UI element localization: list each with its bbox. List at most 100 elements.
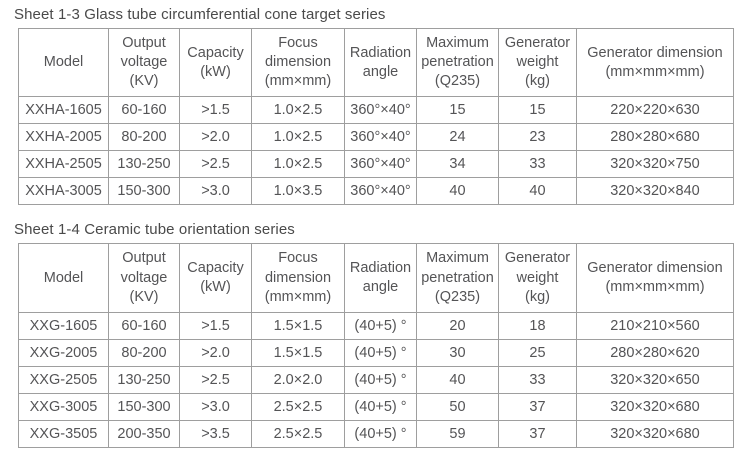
cell: 40 <box>416 177 499 206</box>
cell: 40 <box>416 365 499 394</box>
cell: 2.0×2.0 <box>251 365 345 394</box>
spec-sheet-page: Sheet 1-3 Glass tube circumferential con… <box>14 6 750 448</box>
column-header: Focus dimension (mm×mm) <box>251 27 345 98</box>
cell: 130-250 <box>108 365 180 394</box>
column-header: Capacity (kW) <box>179 243 252 313</box>
cell: 37 <box>498 392 577 421</box>
cell: >3.5 <box>179 419 252 448</box>
cell: XXHA-2505 <box>18 150 109 179</box>
cell: 150-300 <box>108 392 180 421</box>
cell: >2.5 <box>179 365 252 394</box>
cell: 210×210×560 <box>576 311 734 340</box>
column-header: Capacity (kW) <box>179 27 252 98</box>
cell: 60-160 <box>108 311 180 340</box>
table-row: XXHA-3005 150-300 >3.0 1.0×3.5 360°×40° 40 40 3… <box>18 177 734 206</box>
column-header: Model <box>18 243 109 313</box>
sheet-1-3-title: Sheet 1-3 Glass tube circumferential con… <box>14 6 386 23</box>
column-header: Focus dimension (mm×mm) <box>251 243 345 313</box>
column-header: Maximum penetration (Q235) <box>416 243 499 313</box>
cell: 2.5×2.5 <box>251 419 345 448</box>
table-row: XXG-2005 80-200 >2.0 1.5×1.5 (40+5) ° 30 25 280… <box>18 338 734 367</box>
cell: >3.0 <box>179 392 252 421</box>
cell: 220×220×630 <box>576 96 734 125</box>
table-row: XXG-1605 60-160 >1.5 1.5×1.5 (40+5) ° 20 18 210… <box>18 311 734 340</box>
cell: >2.0 <box>179 338 252 367</box>
sheet-1-4-section: Sheet 1-4 Ceramic tube orientation serie… <box>14 221 750 448</box>
cell: 59 <box>416 419 499 448</box>
cell: 24 <box>416 123 499 152</box>
table-row: XXG-3005 150-300 >3.0 2.5×2.5 (40+5) ° 50 37 32… <box>18 392 734 421</box>
cell: 25 <box>498 338 577 367</box>
cell: XXHA-2005 <box>18 123 109 152</box>
cell: 130-250 <box>108 150 180 179</box>
cell: 320×320×840 <box>576 177 734 206</box>
column-header: Output voltage (KV) <box>108 27 180 98</box>
column-header: Generator weight (kg) <box>498 27 577 98</box>
cell: 37 <box>498 419 577 448</box>
cell: 320×320×750 <box>576 150 734 179</box>
cell: XXHA-1605 <box>18 96 109 125</box>
cell: 280×280×680 <box>576 123 734 152</box>
cell: >2.5 <box>179 150 252 179</box>
cell: XXHA-3005 <box>18 177 109 206</box>
sheet-1-3-section: Sheet 1-3 Glass tube circumferential con… <box>14 6 750 206</box>
glass-tube-spec-table: Model Output voltage (KV) Capacity (kW) Foc… <box>18 27 734 206</box>
cell: XXG-2505 <box>18 365 109 394</box>
header-row: Model Output voltage (KV) Capacity (kW) Foc… <box>18 243 734 313</box>
cell: 360°×40° <box>344 177 417 206</box>
cell: 1.0×3.5 <box>251 177 345 206</box>
header-row: Model Output voltage (KV) Capacity (kW) Foc… <box>18 27 734 98</box>
cell: 280×280×620 <box>576 338 734 367</box>
cell: 18 <box>498 311 577 340</box>
column-header: Radiation angle <box>344 27 417 98</box>
cell: 1.0×2.5 <box>251 150 345 179</box>
cell: 33 <box>498 150 577 179</box>
cell: XXG-3005 <box>18 392 109 421</box>
cell: 2.5×2.5 <box>251 392 345 421</box>
cell: 30 <box>416 338 499 367</box>
cell: 200-350 <box>108 419 180 448</box>
table-row: XXG-3505 200-350 >3.5 2.5×2.5 (40+5) ° 59 37 32… <box>18 419 734 448</box>
cell: 40 <box>498 177 577 206</box>
cell: XXG-2005 <box>18 338 109 367</box>
cell: 1.0×2.5 <box>251 96 345 125</box>
cell: 23 <box>498 123 577 152</box>
cell: (40+5) ° <box>344 338 417 367</box>
sheet-1-4-title: Sheet 1-4 Ceramic tube orientation serie… <box>14 221 295 239</box>
cell: 15 <box>416 96 499 125</box>
ceramic-tube-spec-table: Model Output voltage (KV) Capacity (kW) Foc… <box>18 243 734 448</box>
column-header: Output voltage (KV) <box>108 243 180 313</box>
cell: 1.5×1.5 <box>251 338 345 367</box>
cell: 360°×40° <box>344 150 417 179</box>
cell: >2.0 <box>179 123 252 152</box>
cell: XXG-1605 <box>18 311 109 340</box>
column-header: Maximum penetration (Q235) <box>416 27 499 98</box>
cell: XXG-3505 <box>18 419 109 448</box>
cell: 360°×40° <box>344 96 417 125</box>
cell: 50 <box>416 392 499 421</box>
column-header: Model <box>18 27 109 98</box>
cell: >3.0 <box>179 177 252 206</box>
cell: 80-200 <box>108 123 180 152</box>
cell: >1.5 <box>179 96 252 125</box>
cell: 320×320×680 <box>576 392 734 421</box>
cell: (40+5) ° <box>344 365 417 394</box>
cell: 33 <box>498 365 577 394</box>
cell: (40+5) ° <box>344 311 417 340</box>
cell: 1.5×1.5 <box>251 311 345 340</box>
cell: 34 <box>416 150 499 179</box>
column-header: Radiation angle <box>344 243 417 313</box>
cell: 150-300 <box>108 177 180 206</box>
cell: >1.5 <box>179 311 252 340</box>
cell: 320×320×680 <box>576 419 734 448</box>
table-row: XXHA-1605 60-160 >1.5 1.0×2.5 360°×40° 15 15 22… <box>18 96 734 125</box>
table-row: XXG-2505 130-250 >2.5 2.0×2.0 (40+5) ° 40 33 32… <box>18 365 734 394</box>
cell: 60-160 <box>108 96 180 125</box>
table-row: XXHA-2505 130-250 >2.5 1.0×2.5 360°×40° 34 33 3… <box>18 150 734 179</box>
cell: (40+5) ° <box>344 419 417 448</box>
column-header: Generator dimension (mm×mm×mm) <box>576 27 734 98</box>
table-row: XXHA-2005 80-200 >2.0 1.0×2.5 360°×40° 24 23 28… <box>18 123 734 152</box>
column-header: Generator dimension (mm×mm×mm) <box>576 243 734 313</box>
cell: 20 <box>416 311 499 340</box>
cell: 1.0×2.5 <box>251 123 345 152</box>
